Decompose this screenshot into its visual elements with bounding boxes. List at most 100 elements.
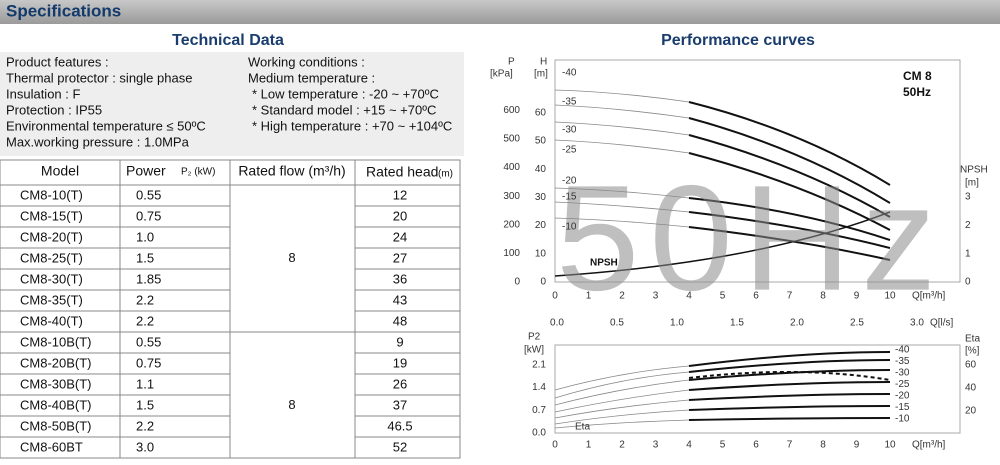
- eta-tick: 20: [965, 406, 977, 417]
- p-tick: 600: [503, 105, 520, 116]
- eta-tick: 40: [965, 383, 977, 394]
- curve-label: Eta: [575, 422, 590, 433]
- axis-label: NPSH: [960, 165, 988, 176]
- model-cell: CM8-60BT: [20, 439, 83, 454]
- plot-frame: [554, 344, 961, 434]
- section-title: Technical Data: [172, 32, 284, 49]
- watermark: 50Hz: [556, 154, 946, 322]
- p2-tick: 2.1: [532, 360, 546, 371]
- feature-line: Thermal protector : single phase: [6, 70, 192, 85]
- model-cell: CM8-15(T): [20, 208, 83, 223]
- h-tick: 50: [535, 136, 547, 147]
- chart-freq: 50Hz: [903, 85, 931, 99]
- head-cell: 43: [393, 292, 407, 307]
- eta-tick: 60: [965, 360, 977, 371]
- power-cell: 0.55: [136, 187, 161, 202]
- q-tick: 6: [753, 440, 759, 451]
- qls-tick: 1.5: [730, 318, 744, 329]
- h-tick: 60: [535, 107, 547, 118]
- p-tick: 0: [514, 277, 520, 288]
- feature-line: Max.working pressure : 1.0MPa: [6, 134, 190, 149]
- feature-line: Environmental temperature ≤ 50ºC: [6, 118, 206, 133]
- plot-frame: [554, 59, 961, 283]
- flow-cell: 8: [288, 397, 295, 412]
- q-tick: 0: [552, 291, 558, 302]
- thin-curves: [554, 89, 690, 429]
- head-cell: 48: [393, 313, 407, 328]
- q-tick: 9: [854, 291, 860, 302]
- power-cell: 0.75: [136, 208, 161, 223]
- p-tick: 400: [503, 162, 520, 173]
- p2-tick: 0.0: [532, 428, 546, 439]
- curve-label: -40: [562, 68, 577, 79]
- p-tick: 100: [503, 248, 520, 259]
- condition-line: * Low temperature : -20 ~ +70ºC: [252, 86, 439, 101]
- curve-label: -15: [562, 192, 577, 203]
- performance-chart: [554, 59, 961, 434]
- axis-label: Eta: [965, 334, 980, 345]
- head-cell: 19: [393, 355, 407, 370]
- condition-line: Medium temperature :: [248, 70, 375, 85]
- model-cell: CM8-40B(T): [20, 397, 92, 412]
- head-cell: 36: [393, 271, 407, 286]
- axis-label: H: [540, 57, 547, 68]
- head-cell: 27: [393, 250, 407, 265]
- q-tick: 3: [653, 440, 659, 451]
- curve-label: -15: [895, 402, 910, 413]
- h-tick: 10: [535, 248, 547, 259]
- q-tick: 1: [586, 440, 592, 451]
- model-cell: CM8-25(T): [20, 250, 83, 265]
- qls-tick: 2.0: [790, 318, 804, 329]
- column-header: P₂ (kW): [181, 167, 215, 178]
- q-tick: 4: [686, 440, 692, 451]
- q-tick: 10: [884, 440, 896, 451]
- qls-tick: 0.0: [550, 318, 564, 329]
- curve-label: -10: [562, 222, 577, 233]
- curve-label: -20: [562, 176, 577, 187]
- q-tick: 5: [720, 291, 726, 302]
- model-cell: CM8-40(T): [20, 313, 83, 328]
- model-cell: CM8-50B(T): [20, 418, 92, 433]
- curve-label: -25: [895, 379, 910, 390]
- head-cell: 20: [393, 208, 407, 223]
- head-cell: 37: [393, 397, 407, 412]
- q-tick: 2: [619, 291, 625, 302]
- curve-label: -10: [895, 414, 910, 425]
- qls-tick: 3.0: [910, 318, 924, 329]
- model-cell: CM8-35(T): [20, 292, 83, 307]
- column-header: Rated head: [366, 164, 438, 180]
- flow-cell: 8: [288, 250, 295, 265]
- axis-label: [kPa]: [490, 69, 513, 80]
- q-tick: 8: [820, 440, 826, 451]
- model-cell: CM8-20B(T): [20, 355, 92, 370]
- condition-line: * Standard model : +15 ~ +70ºC: [252, 102, 436, 117]
- curve-label: -30: [562, 125, 577, 136]
- npsh-tick: 3: [965, 192, 971, 203]
- curve-label: -25: [562, 145, 577, 156]
- head-cell: 24: [393, 229, 407, 244]
- axis-label: P2: [528, 332, 541, 343]
- curve-label: -20: [895, 391, 910, 402]
- qls-tick: 0.5: [610, 318, 624, 329]
- h-tick: 20: [535, 220, 547, 231]
- power-cell: 3.0: [136, 439, 154, 454]
- column-header: (m): [438, 169, 453, 180]
- header-bar: [0, 0, 1000, 24]
- section-title: Performance curves: [661, 32, 815, 49]
- q-tick: 0: [552, 440, 558, 451]
- q-tick: 7: [787, 291, 793, 302]
- npsh-tick: 2: [965, 220, 971, 231]
- axis-label: P: [508, 57, 515, 68]
- features-box: [0, 52, 464, 156]
- curve-label: NPSH: [590, 258, 618, 269]
- axis-label: Q[m³/h]: [912, 291, 946, 302]
- qls-tick: 2.5: [850, 318, 864, 329]
- q-tick: 9: [854, 440, 860, 451]
- q-tick: 8: [820, 291, 826, 302]
- condition-line: Working conditions :: [248, 54, 365, 69]
- curve-label: -35: [562, 97, 577, 108]
- chart-model: CM 8: [903, 69, 932, 83]
- power-cell: 2.2: [136, 313, 154, 328]
- q-tick: 2: [619, 440, 625, 451]
